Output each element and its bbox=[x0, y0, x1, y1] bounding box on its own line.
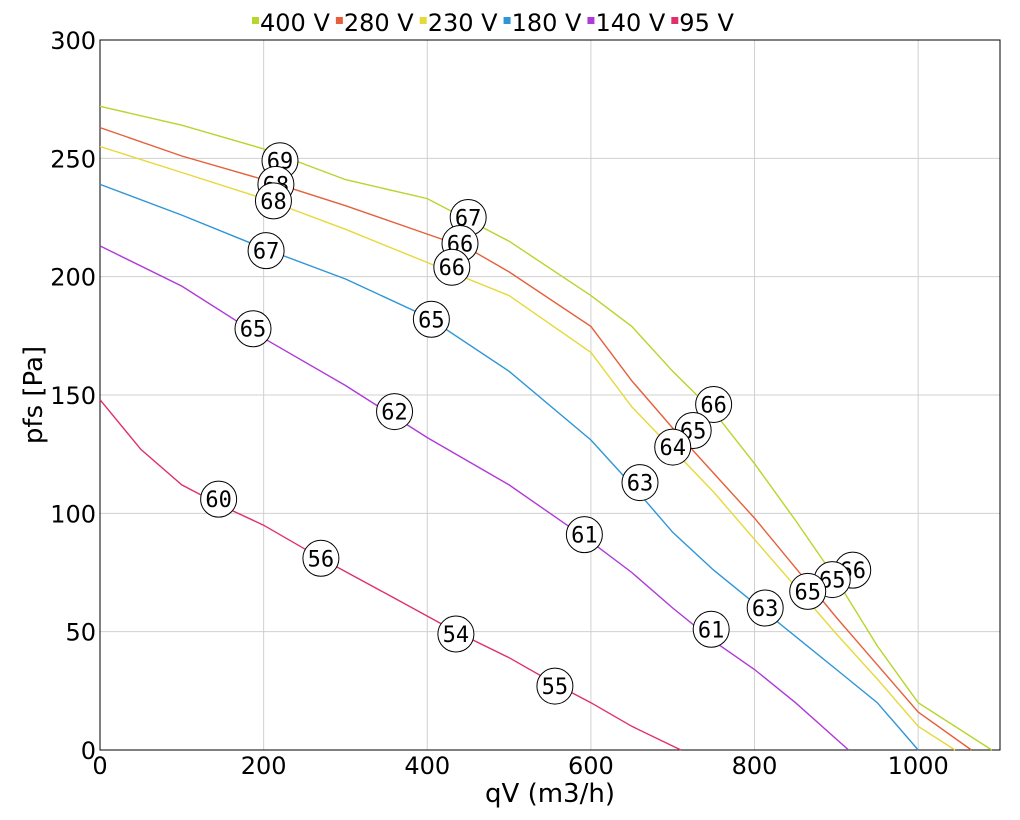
point-marker-95-v: 54 bbox=[437, 615, 475, 653]
y-tick-label: 0 bbox=[81, 737, 96, 765]
legend-label: 230 V bbox=[428, 9, 498, 37]
marker-label: 64 bbox=[659, 436, 686, 461]
legend-item-180-v: 180 V bbox=[503, 9, 582, 37]
marker-circle bbox=[302, 539, 340, 577]
legend-swatch bbox=[503, 17, 511, 24]
legend-swatch bbox=[252, 17, 259, 24]
marker-circle bbox=[247, 232, 285, 270]
marker-label: 67 bbox=[253, 240, 280, 265]
series-line-180-v bbox=[99, 183, 919, 751]
point-marker-180-v: 63 bbox=[621, 464, 659, 502]
marker-label: 63 bbox=[627, 472, 654, 497]
point-marker-230-v: 64 bbox=[654, 428, 692, 466]
marker-label: 54 bbox=[443, 623, 470, 648]
marker-circle bbox=[621, 464, 659, 502]
marker-circle bbox=[695, 385, 733, 423]
x-tick-label: 200 bbox=[241, 752, 287, 780]
point-marker-180-v: 63 bbox=[746, 589, 784, 627]
point-marker-180-v: 67 bbox=[247, 232, 285, 270]
point-marker-140-v: 65 bbox=[234, 310, 272, 348]
axis-ticks: 0 200 400 600 800 1000 0 50 100 150 200 250 300 bbox=[50, 27, 949, 780]
marker-label: 62 bbox=[381, 401, 408, 426]
series-line-280-v bbox=[99, 126, 972, 751]
legend-item-95-v: 95 V bbox=[671, 9, 734, 37]
marker-circle bbox=[376, 393, 414, 431]
marker-label: 60 bbox=[205, 488, 232, 513]
marker-label: 66 bbox=[439, 256, 466, 281]
marker-label: 65 bbox=[240, 318, 267, 343]
plot-frame bbox=[99, 39, 1001, 751]
legend-item-280-v: 280 V bbox=[335, 9, 414, 37]
point-marker-230-v: 65 bbox=[789, 572, 827, 610]
x-tick-label: 600 bbox=[568, 752, 614, 780]
y-tick-label: 100 bbox=[50, 500, 96, 528]
series-line-230-v bbox=[99, 145, 956, 751]
marker-circle bbox=[789, 572, 827, 610]
legend-item-230-v: 230 V bbox=[419, 9, 498, 37]
point-marker-140-v: 61 bbox=[565, 516, 603, 554]
y-axis-label: pfs [Pa] bbox=[19, 346, 49, 444]
marker-circle bbox=[254, 182, 292, 220]
legend-label: 400 V bbox=[260, 9, 330, 37]
legend-label: 95 V bbox=[679, 9, 734, 37]
marker-circle bbox=[412, 300, 450, 338]
x-tick-label: 1000 bbox=[888, 752, 949, 780]
y-tick-label: 200 bbox=[50, 264, 96, 292]
legend: 400 V 280 V 230 V 180 V 140 V 95 V bbox=[252, 9, 734, 37]
point-marker-180-v: 65 bbox=[412, 300, 450, 338]
legend-label: 280 V bbox=[344, 9, 414, 37]
point-marker-95-v: 60 bbox=[200, 480, 238, 518]
marker-label: 65 bbox=[418, 308, 445, 333]
point-marker-400-v: 66 bbox=[695, 385, 733, 423]
marker-label: 68 bbox=[260, 190, 287, 215]
y-tick-label: 300 bbox=[50, 27, 96, 55]
marker-circle bbox=[234, 310, 272, 348]
y-tick-label: 250 bbox=[50, 145, 96, 173]
marker-circle bbox=[654, 428, 692, 466]
marker-label: 61 bbox=[571, 524, 598, 549]
legend-label: 180 V bbox=[512, 9, 582, 37]
marker-label: 65 bbox=[794, 580, 821, 605]
marker-label: 55 bbox=[542, 675, 569, 700]
point-marker-95-v: 55 bbox=[536, 667, 574, 705]
y-tick-label: 150 bbox=[50, 382, 96, 410]
x-tick-label: 0 bbox=[92, 752, 107, 780]
legend-item-140-v: 140 V bbox=[587, 9, 666, 37]
marker-circle bbox=[200, 480, 238, 518]
point-markers: 6967666668666565686664656765636365626161… bbox=[200, 142, 872, 705]
point-marker-140-v: 61 bbox=[692, 610, 730, 648]
marker-circle bbox=[536, 667, 574, 705]
marker-label: 61 bbox=[698, 618, 725, 643]
marker-circle bbox=[692, 610, 730, 648]
legend-swatch bbox=[671, 17, 679, 24]
marker-circle bbox=[746, 589, 784, 627]
series-lines bbox=[99, 105, 993, 751]
marker-circle bbox=[433, 248, 471, 286]
point-marker-95-v: 56 bbox=[302, 539, 340, 577]
series-line-95-v bbox=[99, 399, 682, 751]
legend-swatch bbox=[335, 17, 343, 24]
legend-swatch bbox=[419, 17, 427, 24]
point-marker-230-v: 66 bbox=[433, 248, 471, 286]
series-line-400-v bbox=[99, 105, 993, 751]
marker-label: 63 bbox=[752, 597, 779, 622]
marker-label: 66 bbox=[700, 393, 727, 418]
point-marker-230-v: 68 bbox=[254, 182, 292, 220]
x-axis-label: qV (m3/h) bbox=[485, 779, 615, 809]
legend-item-400-v: 400 V bbox=[252, 9, 330, 37]
marker-label: 56 bbox=[308, 547, 335, 572]
marker-circle bbox=[437, 615, 475, 653]
legend-label: 140 V bbox=[595, 9, 665, 37]
point-marker-140-v: 62 bbox=[376, 393, 414, 431]
legend-swatch bbox=[587, 17, 595, 24]
x-tick-label: 400 bbox=[404, 752, 450, 780]
x-tick-label: 800 bbox=[732, 752, 778, 780]
marker-circle bbox=[565, 516, 603, 554]
y-tick-label: 50 bbox=[65, 619, 96, 647]
grid bbox=[99, 39, 1000, 751]
